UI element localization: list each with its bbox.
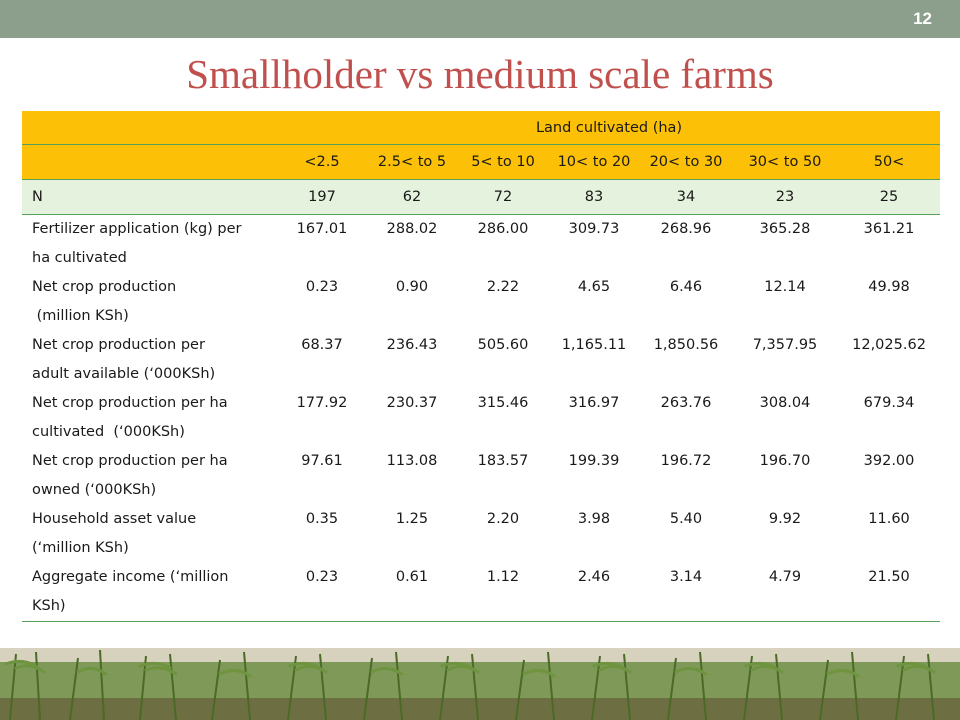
table-cell: 3.98 (577, 511, 611, 527)
table-cell: 679.34 (863, 395, 915, 411)
table-cell: 286.00 (477, 221, 529, 237)
group-header-land-cultivated: Land cultivated (ha) (278, 111, 941, 145)
row-label: Net crop production (million KSh) (32, 279, 177, 324)
table-row: Net crop production per ha cultivated (‘0… (22, 389, 940, 447)
table-cell: 167.01 (296, 221, 348, 237)
table-cell: 1.12 (458, 563, 548, 622)
table-cell: 9.92 (768, 511, 802, 527)
table-cell: 308.04 (759, 395, 811, 411)
table-cell: 268.96 (660, 221, 712, 237)
row-label: Household asset value (‘million KSh) (32, 511, 197, 556)
table-cell: 83 (548, 179, 640, 215)
table-cell: 197 (278, 179, 366, 215)
table-group-header-row: Land cultivated (ha) (22, 111, 941, 145)
table-row-n: N 197 62 72 83 34 23 25 (22, 179, 941, 215)
table-cell: 2.22 (486, 279, 520, 295)
table-cell: 11.60 (868, 511, 910, 527)
table-cell: 0.90 (395, 279, 429, 295)
top-bar: 12 (0, 0, 960, 38)
table-row: Fertilizer application (kg) per ha cultiv… (22, 215, 940, 274)
table-cell: 97.61 (301, 453, 343, 469)
table-corner-cell (22, 144, 278, 180)
table-cell: 21.50 (838, 563, 941, 622)
table-cell: 361.21 (863, 221, 915, 237)
table-row: Net crop production (million KSh) 0.23 0… (22, 273, 940, 331)
row-label: Net crop production per adult available (… (32, 337, 216, 382)
table-cell: 25 (838, 179, 941, 215)
table-cell: 4.65 (577, 279, 611, 295)
table-cell: 72 (458, 179, 548, 215)
table-cell: 0.61 (366, 563, 458, 622)
table-cell: 7,357.95 (752, 337, 818, 353)
table-cell: 12,025.62 (852, 337, 926, 353)
table-cell: 196.70 (759, 453, 811, 469)
table-cell: 113.08 (386, 453, 438, 469)
column-header: 20< to 30 (640, 144, 732, 180)
table-cell: 49.98 (868, 279, 910, 295)
table-cell: 4.79 (732, 563, 838, 622)
table-cell: 2.46 (548, 563, 640, 622)
table-cell: 0.23 (278, 563, 366, 622)
table-cell: 1.25 (395, 511, 429, 527)
table-corner-cell (22, 111, 278, 145)
table-row: Net crop production per ha owned (‘000KSh… (22, 447, 940, 505)
table-cell: 68.37 (301, 337, 343, 353)
slide-title: Smallholder vs medium scale farms (186, 51, 774, 97)
table-cell: 309.73 (568, 221, 620, 237)
column-header: 30< to 50 (732, 144, 838, 180)
maize-field-illustration (0, 648, 960, 720)
table-cell: 1,850.56 (653, 337, 719, 353)
table-cell: 12.14 (764, 279, 806, 295)
table-cell: 263.76 (660, 395, 712, 411)
table-cell: 6.46 (669, 279, 703, 295)
table-cell: 5.40 (669, 511, 703, 527)
crop-field-footer-image (0, 648, 960, 720)
column-header: 10< to 20 (548, 144, 640, 180)
table-cell: 199.39 (568, 453, 620, 469)
table-cell: 183.57 (477, 453, 529, 469)
row-label: Fertilizer application (kg) per ha cultiv… (32, 221, 242, 266)
table-cell: 236.43 (386, 337, 438, 353)
column-header: 50< (838, 144, 941, 180)
table-cell: 34 (640, 179, 732, 215)
row-label: Net crop production per ha owned (‘000KSh… (32, 453, 228, 498)
table-cell: 505.60 (477, 337, 529, 353)
table-cell: 0.23 (305, 279, 339, 295)
table-cell: 177.92 (296, 395, 348, 411)
table-cell: 365.28 (759, 221, 811, 237)
table-cell: 316.97 (568, 395, 620, 411)
row-label: Aggregate income (‘million KSh) (22, 563, 278, 622)
table-cell: 3.14 (640, 563, 732, 622)
table-column-header-row: <2.5 2.5< to 5 5< to 10 10< to 20 20< to… (22, 144, 941, 180)
table-cell: 230.37 (386, 395, 438, 411)
data-table: Land cultivated (ha) <2.5 2.5< to 5 5< t… (22, 111, 941, 622)
table-cell: 196.72 (660, 453, 712, 469)
column-header: 5< to 10 (458, 144, 548, 180)
column-header: 2.5< to 5 (366, 144, 458, 180)
table-cell: 2.20 (486, 511, 520, 527)
column-header: <2.5 (278, 144, 366, 180)
table-row: Net crop production per adult available (… (22, 331, 940, 389)
table-cell: 288.02 (386, 221, 438, 237)
table-row: Household asset value (‘million KSh) 0.35… (22, 505, 940, 563)
row-label: N (22, 179, 278, 215)
slide-number: 12 (913, 9, 932, 28)
table-cell: 23 (732, 179, 838, 215)
table-cell: 392.00 (863, 453, 915, 469)
table-cell: 1,165.11 (561, 337, 627, 353)
table-cell: 315.46 (477, 395, 529, 411)
row-label: Net crop production per ha cultivated (‘0… (32, 395, 228, 440)
table-row: Aggregate income (‘million KSh) 0.23 0.61… (22, 563, 941, 622)
table-cell: 0.35 (305, 511, 339, 527)
table-cell: 62 (366, 179, 458, 215)
